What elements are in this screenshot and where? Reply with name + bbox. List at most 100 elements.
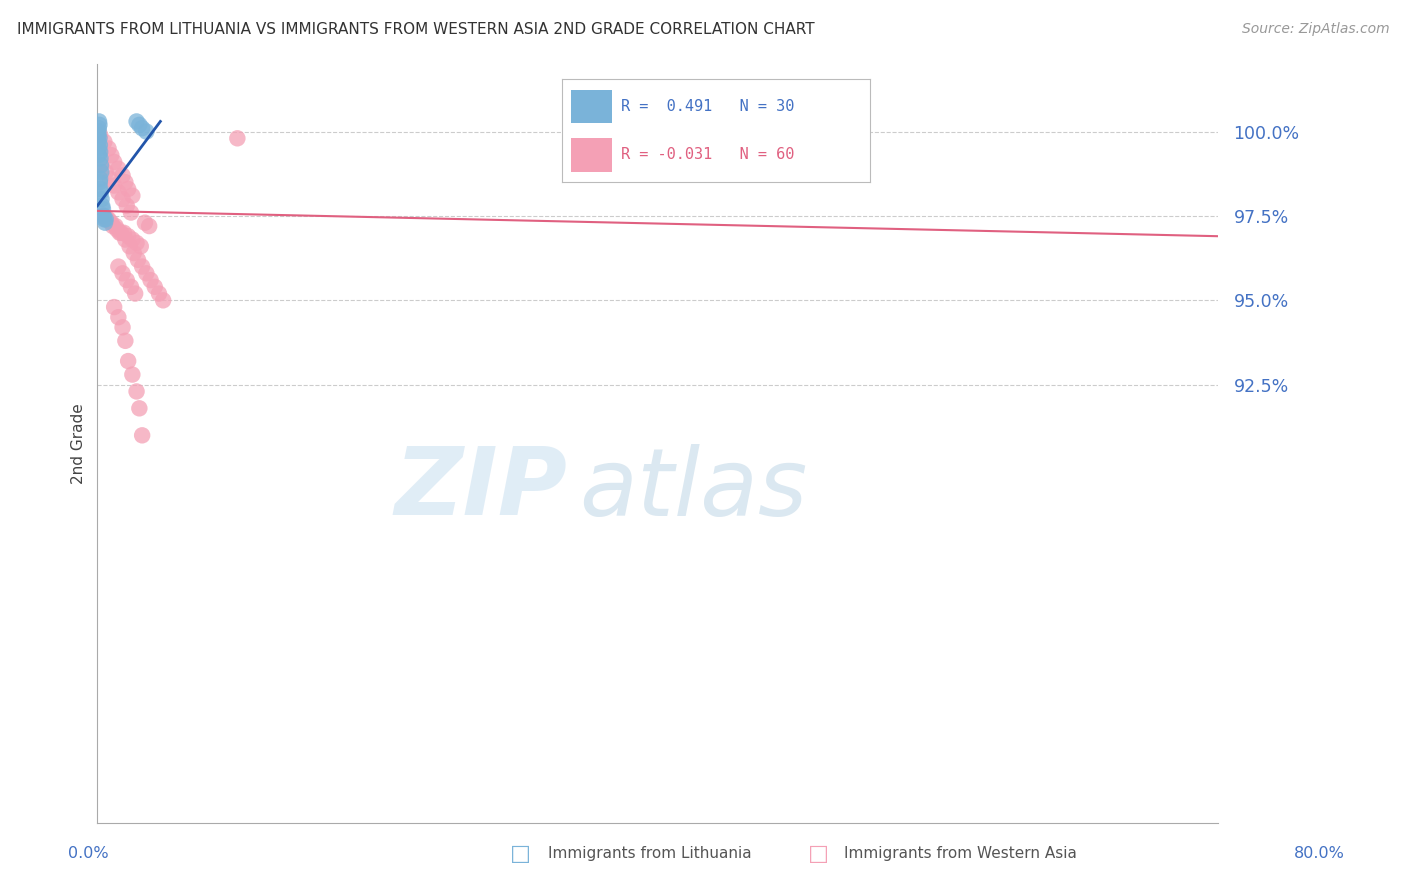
Point — [89, 175, 111, 189]
Point — [91, 199, 114, 213]
Point — [125, 235, 148, 250]
Text: □: □ — [510, 844, 530, 863]
Point — [89, 131, 111, 145]
Point — [103, 300, 125, 314]
Text: Source: ZipAtlas.com: Source: ZipAtlas.com — [1241, 22, 1389, 37]
Point — [89, 138, 111, 153]
Point — [115, 199, 138, 213]
Point — [112, 226, 135, 240]
Point — [120, 205, 142, 219]
Point — [148, 286, 170, 301]
Point — [143, 280, 166, 294]
Point — [105, 222, 128, 236]
Text: IMMIGRANTS FROM LITHUANIA VS IMMIGRANTS FROM WESTERN ASIA 2ND GRADE CORRELATION : IMMIGRANTS FROM LITHUANIA VS IMMIGRANTS … — [17, 22, 814, 37]
Text: atlas: atlas — [579, 444, 807, 535]
Point — [128, 401, 150, 416]
Point — [87, 141, 110, 155]
Point — [87, 148, 110, 162]
Point — [117, 182, 139, 196]
Point — [89, 182, 111, 196]
Point — [97, 212, 120, 227]
Point — [124, 286, 146, 301]
Point — [89, 128, 111, 142]
Y-axis label: 2nd Grade: 2nd Grade — [72, 403, 86, 484]
Point — [114, 233, 136, 247]
Point — [94, 216, 117, 230]
Point — [87, 124, 110, 138]
Point — [107, 186, 129, 200]
Point — [131, 121, 153, 136]
Point — [138, 219, 160, 233]
Point — [117, 354, 139, 368]
Point — [111, 192, 134, 206]
Point — [89, 118, 111, 132]
Point — [93, 135, 115, 149]
Text: 80.0%: 80.0% — [1294, 847, 1344, 861]
Text: □: □ — [808, 844, 828, 863]
Point — [98, 171, 121, 186]
Point — [103, 155, 125, 169]
Point — [91, 202, 114, 217]
Point — [93, 209, 115, 223]
Point — [94, 165, 117, 179]
Point — [90, 192, 112, 206]
Point — [108, 226, 131, 240]
Point — [111, 320, 134, 334]
Point — [134, 216, 156, 230]
Point — [101, 219, 124, 233]
Text: ZIP: ZIP — [395, 443, 568, 535]
Point — [87, 114, 110, 128]
Point — [100, 216, 122, 230]
Point — [93, 209, 115, 223]
Point — [90, 158, 112, 172]
Point — [115, 273, 138, 287]
Point — [96, 212, 118, 227]
Point — [103, 178, 125, 193]
Point — [87, 128, 110, 142]
Point — [135, 266, 157, 280]
Point — [90, 158, 112, 172]
Point — [107, 260, 129, 274]
Point — [104, 219, 127, 233]
Point — [120, 280, 142, 294]
Point — [114, 334, 136, 348]
Point — [89, 171, 111, 186]
Point — [117, 229, 139, 244]
Point — [87, 135, 110, 149]
Text: Immigrants from Western Asia: Immigrants from Western Asia — [844, 847, 1077, 861]
Point — [129, 239, 152, 253]
Point — [89, 152, 111, 166]
Point — [131, 428, 153, 442]
Point — [107, 161, 129, 176]
Point — [127, 252, 149, 267]
Point — [121, 233, 143, 247]
Point — [111, 169, 134, 183]
Point — [111, 266, 134, 280]
Point — [114, 175, 136, 189]
Point — [110, 226, 132, 240]
Point — [90, 165, 112, 179]
Point — [89, 145, 111, 159]
Point — [94, 212, 117, 227]
Point — [131, 260, 153, 274]
Point — [91, 209, 114, 223]
Point — [121, 188, 143, 202]
Point — [122, 246, 145, 260]
Point — [97, 141, 120, 155]
Text: 0.0%: 0.0% — [69, 847, 108, 861]
Point — [118, 239, 141, 253]
Point — [87, 121, 110, 136]
Point — [128, 118, 150, 132]
Point — [93, 212, 115, 227]
Point — [125, 114, 148, 128]
Point — [135, 124, 157, 138]
Point — [107, 310, 129, 325]
Point — [139, 273, 162, 287]
Point — [90, 186, 112, 200]
Point — [121, 368, 143, 382]
Text: Immigrants from Lithuania: Immigrants from Lithuania — [548, 847, 752, 861]
Point — [226, 131, 249, 145]
Point — [100, 148, 122, 162]
Point — [152, 293, 174, 308]
Point — [125, 384, 148, 399]
